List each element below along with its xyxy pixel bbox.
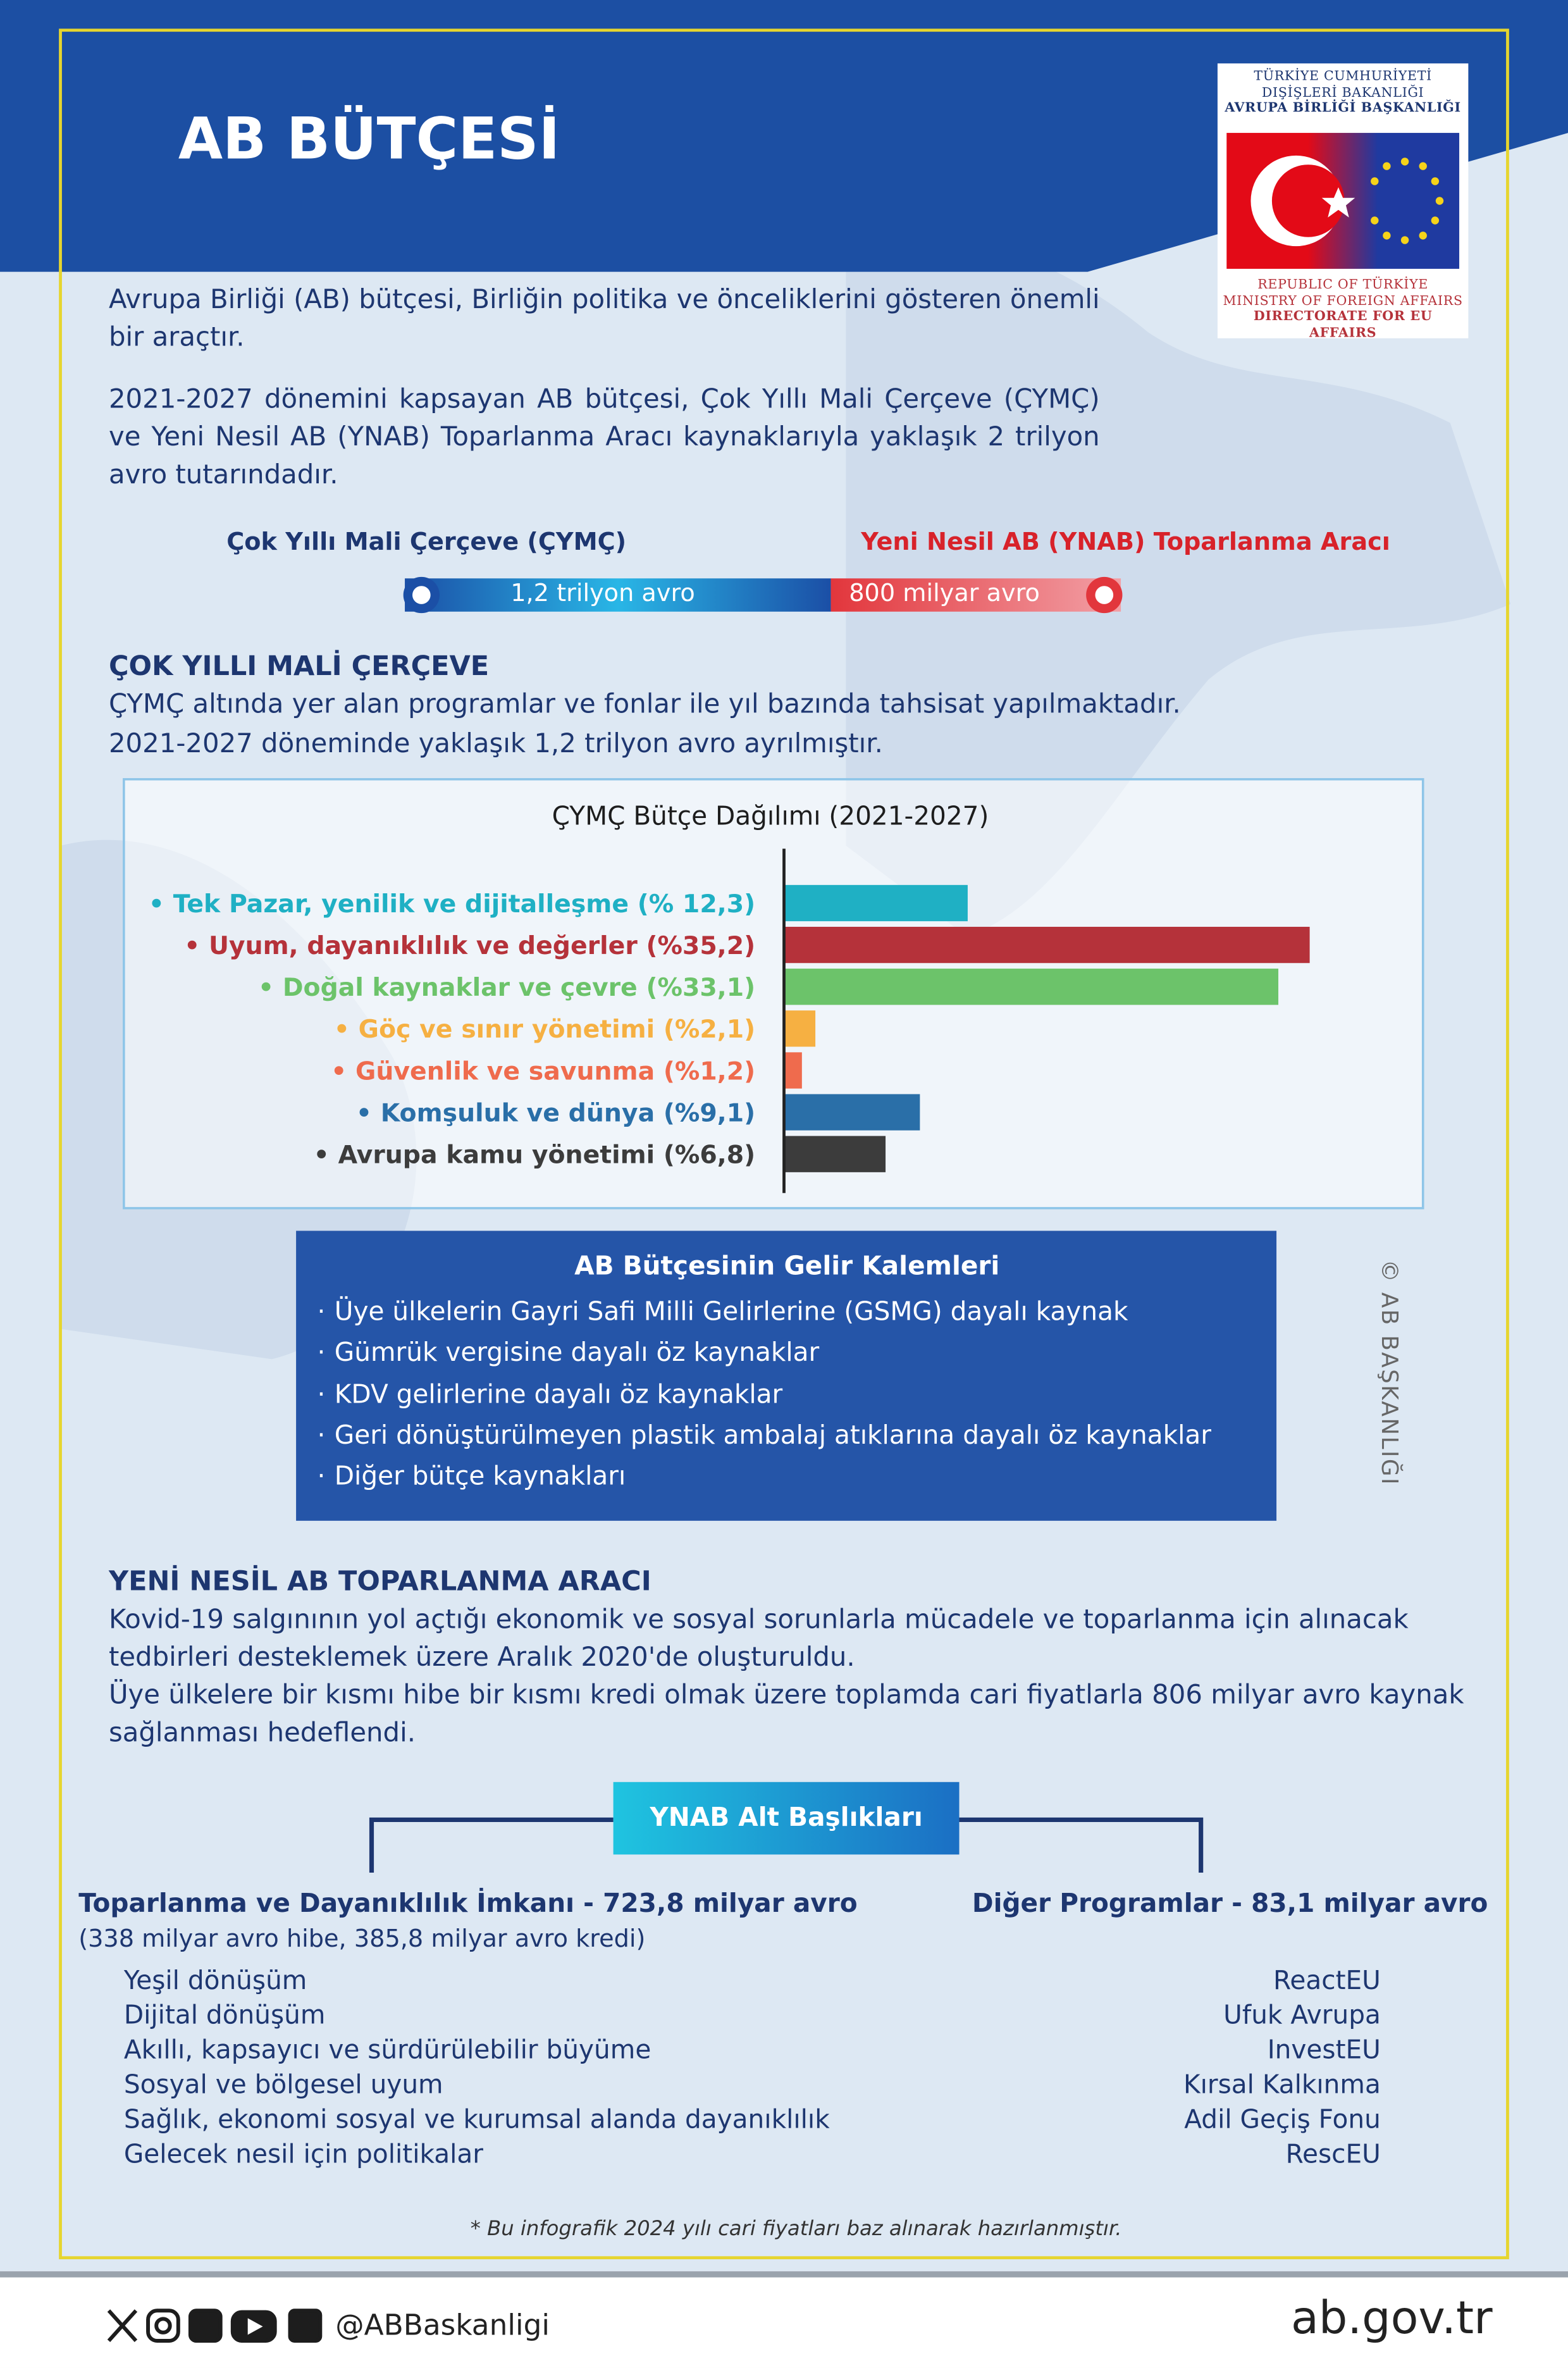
bar-end-dot xyxy=(1095,586,1114,604)
bar xyxy=(784,884,968,922)
category-label: • Doğal kaynaklar ve çevre (%33,1) xyxy=(258,973,755,1002)
bar xyxy=(784,1136,886,1172)
revenue-item: KDV gelirlerine dayalı öz kaynaklar xyxy=(318,1380,782,1410)
bar xyxy=(784,926,1310,964)
linkedin-icon xyxy=(288,2309,323,2343)
left-title: Toparlanma ve Dayanıklılık İmkanı - 723,… xyxy=(78,1889,858,1920)
logo-line: AVRUPA BİRLİĞİ BAŞKANLIĞI xyxy=(1225,101,1461,116)
star xyxy=(1321,187,1355,218)
footer-shadow xyxy=(0,2271,1568,2278)
logo-line: DIŞİŞLERİ BAKANLIĞI xyxy=(1261,85,1424,101)
x-icon xyxy=(107,2309,138,2343)
logo-line: DIRECTORATE FOR EU AFFAIRS xyxy=(1253,309,1433,341)
ngeu-paragraph: Üye ülkelere bir kısmı hibe bir kısmı kr… xyxy=(108,1680,1464,1749)
chart: ÇYMÇ Bütçe Dağılımı (2021-2027) • Tek Paz… xyxy=(149,800,1310,1193)
side-credit: © AB BAŞKANLIĞI xyxy=(1376,1259,1404,1486)
right-item: InvestEU xyxy=(1267,2035,1381,2066)
right-item: ReactEU xyxy=(1273,1966,1381,1997)
revenue-title: AB Bütçesinin Gelir Kalemleri xyxy=(574,1251,1000,1282)
right-item: RescEU xyxy=(1285,2140,1381,2171)
ngeu-bar xyxy=(830,578,1121,612)
revenue-item: Diğer bütçe kaynakları xyxy=(318,1462,626,1492)
eu-stars xyxy=(1371,158,1444,244)
bracket xyxy=(369,1817,1204,1873)
chart-title: ÇYMÇ Bütçe Dağılımı (2021-2027) xyxy=(552,800,989,831)
left-note: (338 milyar avro hibe, 385,8 milyar avro… xyxy=(78,1924,646,1953)
logo-line: MINISTRY OF FOREIGN AFFAIRS xyxy=(1223,294,1463,309)
intro-paragraph: Avrupa Birliği (AB) bütçesi, Birliğin po… xyxy=(108,285,1100,354)
page-title: AB BÜTÇESİ xyxy=(178,106,560,173)
ngeu-label: Yeni Nesil AB (YNAB) Toparlanma Aracı xyxy=(861,527,1390,556)
intro-paragraph: 2021-2027 dönemini kapsayan AB bütçesi, … xyxy=(108,385,1100,491)
category-label: • Komşuluk ve dünya (%9,1) xyxy=(356,1098,755,1127)
category-label: • Göç ve sınır yönetimi (%2,1) xyxy=(334,1015,755,1044)
left-item: Gelecek nesil için politikalar xyxy=(123,2140,484,2171)
section-heading: ÇOK YILLI MALİ ÇERÇEVE xyxy=(108,650,490,683)
right-item: Adil Geçiş Fonu xyxy=(1184,2105,1381,2136)
header-band xyxy=(0,0,1568,272)
right-title: Diğer Programlar - 83,1 milyar avro xyxy=(972,1889,1488,1920)
ngeu-value: 800 milyar avro xyxy=(849,578,1040,607)
bar xyxy=(784,1010,816,1047)
mff-bar xyxy=(405,578,831,612)
left-item: Sağlık, ekonomi sosyal ve kurumsal aland… xyxy=(123,2105,830,2136)
category-label: • Avrupa kamu yönetimi (%6,8) xyxy=(314,1141,755,1170)
category-label: • Uyum, dayanıklılık ve değerler (%35,2) xyxy=(184,931,755,960)
bar xyxy=(784,1052,802,1089)
logo-text-tr: TÜRKİYE CUMHURİYETİ DIŞİŞLERİ BAKANLIĞI AV… xyxy=(1222,70,1464,117)
subheadings-title: YNAB Alt Başlıkları xyxy=(613,1782,960,1855)
crescent-inner xyxy=(1271,164,1345,237)
mff-paragraph: 2021-2027 döneminde yaklaşık 1,2 trilyon… xyxy=(108,729,883,760)
revenue-item: Üye ülkelerin Gayri Safi Milli Gelirleri… xyxy=(318,1298,1128,1328)
left-item: Yeşil dönüşüm xyxy=(123,1966,307,1997)
mff-paragraph: ÇYMÇ altında yer alan programlar ve fonl… xyxy=(108,690,1181,721)
facebook-icon xyxy=(188,2309,223,2343)
social-icons xyxy=(107,2309,323,2343)
logo-text-en: REPUBLIC OF TÜRKİYE MINISTRY OF FOREIGN A… xyxy=(1222,278,1464,341)
bar xyxy=(784,969,1279,1005)
map-shape xyxy=(846,232,1511,937)
instagram-lens xyxy=(154,2317,172,2334)
right-item: Ufuk Avrupa xyxy=(1223,2000,1381,2031)
bar-end-dot xyxy=(412,586,431,604)
right-item: Kırsal Kalkınma xyxy=(1183,2070,1381,2101)
revenue-item: Geri dönüştürülmeyen plastik ambalaj atı… xyxy=(318,1421,1211,1451)
mff-label: Çok Yıllı Mali Çerçeve (ÇYMÇ) xyxy=(226,527,627,556)
mff-value: 1,2 trilyon avro xyxy=(510,578,695,607)
play xyxy=(247,2318,263,2335)
revenue-item: Gümrük vergisine dayalı öz kaynaklar xyxy=(318,1339,819,1369)
section-heading: YENİ NESİL AB TOPARLANMA ARACI xyxy=(108,1566,651,1598)
logo-line: TÜRKİYE CUMHURİYETİ xyxy=(1254,69,1432,85)
bar xyxy=(784,1094,920,1131)
instagram-icon xyxy=(146,2309,180,2343)
footnote: * Bu infografik 2024 yılı cari fiyatları… xyxy=(470,2217,1122,2241)
left-item: Sosyal ve bölgesel uyum xyxy=(123,2070,443,2101)
left-item: Akıllı, kapsayıcı ve sürdürülebilir büyü… xyxy=(123,2035,651,2066)
website[interactable]: ab.gov.tr xyxy=(1290,2292,1493,2346)
left-item: Dijital dönüşüm xyxy=(123,2000,326,2031)
category-label: • Tek Pazar, yenilik ve dijitalleşme (% … xyxy=(149,890,755,919)
logo-line: REPUBLIC OF TÜRKİYE xyxy=(1257,278,1429,294)
ngeu-paragraph: Kovid-19 salgınının yol açtığı ekonomik … xyxy=(108,1605,1409,1673)
social-handle: @ABBaskanligi xyxy=(335,2309,550,2343)
frame xyxy=(59,28,1509,2260)
category-label: • Güvenlik ve savunma (%1,2) xyxy=(331,1057,755,1086)
